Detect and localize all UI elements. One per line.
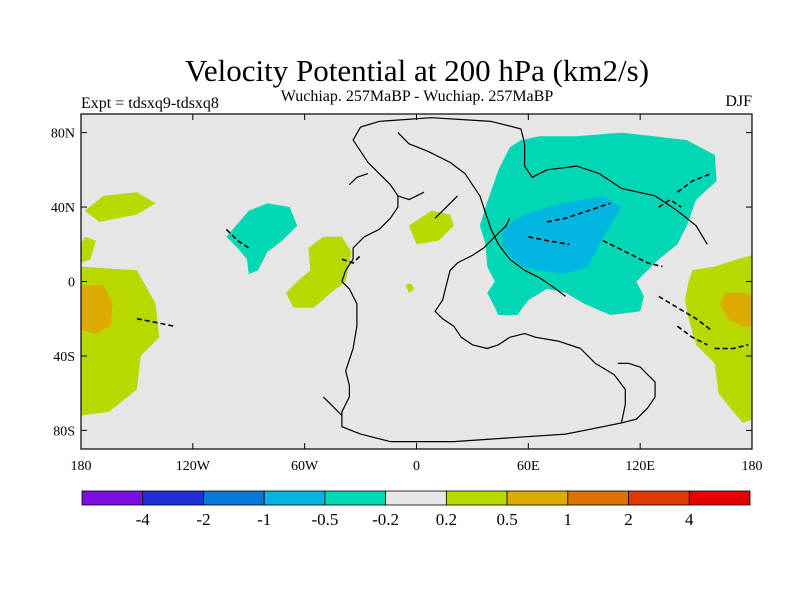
colorbar-swatch-7 — [506, 490, 569, 506]
latitude-axis: 80N 40N 0 40S 80S — [51, 127, 752, 439]
fault-line-7 — [676, 325, 708, 346]
lat-tick-label-2: 0 — [68, 276, 75, 291]
colorbar-swatch-9 — [628, 490, 690, 506]
colorbar-swatch-3 — [263, 490, 326, 506]
chart-title: Velocity Potential at 200 hPa (km2/s) — [185, 53, 649, 88]
colorbar-label-5: 0.2 — [436, 510, 457, 529]
colorbar-swatch-10 — [688, 490, 751, 506]
lon-tick-label-5: 120E — [625, 459, 655, 474]
contour-region-1 — [84, 192, 156, 222]
lon-tick-label-1: 120W — [176, 459, 211, 474]
lat-tick-label-4: 80S — [53, 424, 75, 439]
colorbar-label-2: -1 — [257, 510, 271, 529]
lon-tick-label-2: 60W — [291, 459, 319, 474]
colorbar-swatch-1 — [142, 490, 204, 506]
contour-region-3 — [81, 285, 113, 334]
fault-line-4 — [528, 236, 570, 246]
lon-tick-label-6: 180 — [742, 459, 763, 474]
lon-tick-label-0: 180 — [71, 459, 92, 474]
lon-tick-label-4: 60E — [517, 459, 540, 474]
colorbar-label-4: -0.2 — [372, 510, 399, 529]
right-label: DJF — [725, 93, 752, 110]
colorbar-label-3: -0.5 — [311, 510, 338, 529]
fault-line-3 — [546, 202, 611, 223]
colorbar-swatch-6 — [445, 490, 508, 506]
fault-line-1 — [225, 228, 250, 249]
colorbar-swatch-4 — [324, 490, 387, 506]
center-label: Wuchiap. 257MaBP - Wuchiap. 257MaBP — [281, 88, 554, 105]
contour-region-0 — [81, 236, 96, 263]
colorbar-label-8: 2 — [624, 510, 633, 529]
fault-lines — [136, 172, 749, 350]
lon-tick-label-3: 0 — [413, 459, 420, 474]
fault-line-2 — [341, 254, 362, 264]
coastline-1 — [397, 132, 566, 297]
coastline-7 — [397, 191, 425, 201]
fault-line-8 — [714, 344, 749, 350]
colorbar: -4 -2 -1 -0.5 -0.2 0.2 0.5 1 2 4 — [81, 490, 751, 529]
contour-region-5 — [286, 236, 352, 308]
coastlines — [322, 117, 708, 443]
contour-region-4 — [226, 203, 298, 275]
colorbar-label-0: -4 — [136, 510, 151, 529]
coastline-2 — [341, 126, 399, 282]
coastline-6 — [348, 173, 369, 186]
coastline-3 — [341, 217, 626, 443]
contour-region-11 — [720, 292, 752, 327]
coastline-5 — [322, 396, 343, 416]
colorbar-swatch-8 — [567, 490, 629, 506]
fault-line-9 — [676, 172, 712, 193]
colorbar-label-9: 4 — [685, 510, 694, 529]
colorbar-label-1: -2 — [196, 510, 210, 529]
lat-tick-label-0: 80N — [51, 127, 75, 142]
contour-regions — [81, 132, 752, 423]
contour-region-6 — [409, 210, 454, 245]
fault-line-5 — [602, 239, 663, 268]
colorbar-swatch-5 — [385, 490, 447, 506]
lat-tick-label-3: 40S — [53, 350, 75, 365]
coastline-8 — [434, 195, 458, 219]
contour-region-7 — [405, 283, 415, 293]
colorbar-label-6: 0.5 — [496, 510, 517, 529]
left-label: Expt = tdsxq9-tdsxq8 — [81, 95, 219, 112]
longitude-axis: 180 120W 60W 0 60E 120E 180 — [71, 114, 763, 474]
coastline-4 — [617, 362, 656, 424]
lat-tick-label-1: 40N — [51, 201, 75, 216]
colorbar-swatch-0 — [81, 490, 144, 506]
fault-line-10 — [658, 198, 682, 208]
fault-line-0 — [136, 317, 175, 327]
coastline-0 — [360, 117, 708, 245]
colorbar-swatch-2 — [203, 490, 265, 506]
colorbar-label-7: 1 — [564, 510, 573, 529]
contour-region-9 — [502, 195, 622, 275]
fault-line-6 — [658, 295, 712, 331]
